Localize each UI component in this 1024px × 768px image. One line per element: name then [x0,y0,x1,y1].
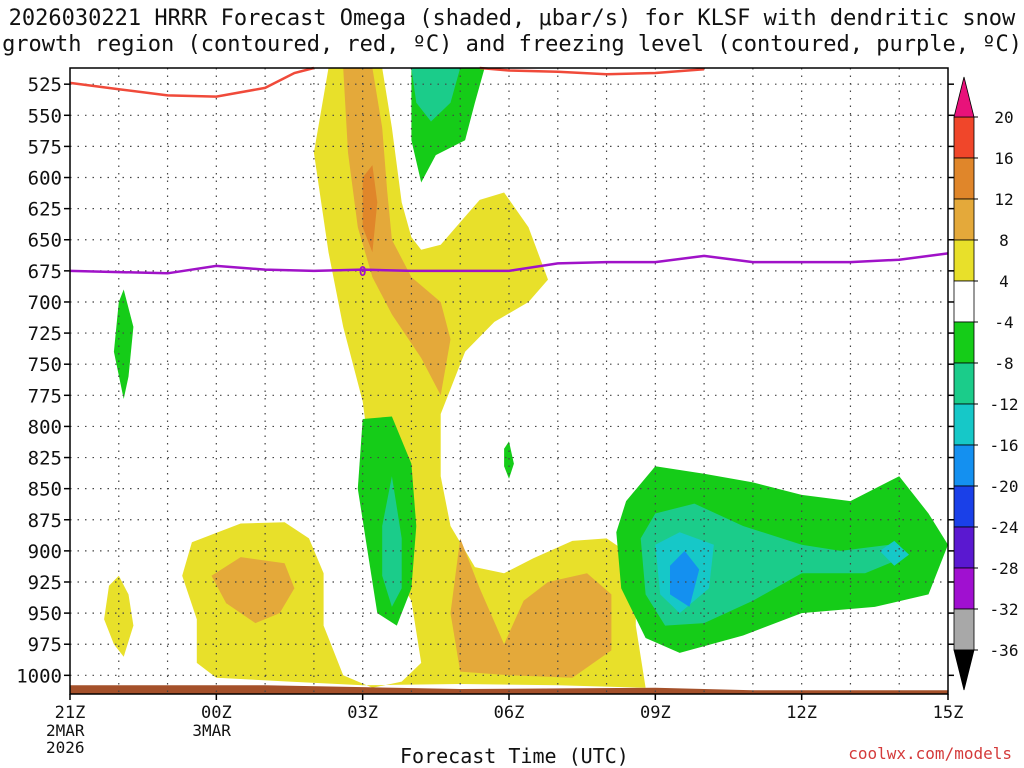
y-tick-label: 750 [28,354,62,376]
colorbar-bottom-arrow [953,649,975,691]
y-tick-label: 950 [28,603,62,625]
colorbar-swatch [953,239,975,282]
colorbar-swatch [953,567,975,610]
omega-region-teal-top [411,68,461,122]
contours: 0 [69,66,949,280]
y-tick-label: 575 [28,136,62,158]
ground-strip [70,685,948,694]
y-tick-label: 925 [28,572,62,594]
colorbar-label: -24 [990,518,1019,537]
chart-title-line1: 2026030221 HRRR Forecast Omega (shaded, … [8,6,1016,31]
axes: 525 550 575 600 625 650 675 700 725 750 775 800 825 8… [16,67,964,757]
colorbar-label: -20 [990,477,1019,496]
colorbar-swatch [953,362,975,405]
freezing-level-label: 0 [359,265,367,280]
colorbar-label: 12 [994,190,1013,209]
colorbar-swatch [953,280,975,323]
y-tick-label: 650 [28,230,62,252]
x-tick-label: 21Z [55,703,86,723]
y-tick-label: 825 [28,448,62,470]
y-tick-label: 850 [28,479,62,501]
colorbar-swatch [953,198,975,241]
omega-region-cyan-right [879,540,909,566]
x-tick-label: 12Z [786,703,817,723]
omega-region-yellow-main [182,68,646,688]
x-axis-label: Forecast Time (UTC) [400,744,629,768]
colorbar-top-arrow [953,76,975,118]
y-tick-label: 625 [28,199,62,221]
y-tick-label: 675 [28,261,62,283]
colorbar-label: -28 [990,559,1019,578]
colorbar-label: -12 [990,395,1019,414]
x-tick-label: 09Z [640,703,671,723]
omega-region-blue-core [670,550,700,607]
y-tick-label: 775 [28,385,62,407]
colorbar-label: -4 [994,313,1013,332]
x-tick-sublabel: 2MAR [46,721,85,740]
omega-region-teal-right [640,503,905,626]
x-tick-label: 06Z [494,703,525,723]
y-tick-label: 725 [28,323,62,345]
credit-text: coolwx.com/models [848,744,1012,763]
colorbar-label: -36 [990,641,1019,660]
dgz-contour-right [479,66,705,76]
dgz-contour-left [69,66,315,98]
colorbar-label: 8 [999,231,1009,250]
colorbar-label: 20 [994,108,1013,127]
colorbar-swatch [953,444,975,487]
colorbar-swatch [953,526,975,569]
y-tick-label: 600 [28,168,62,190]
y-tick-label: 900 [28,541,62,563]
x-tick-label: 15Z [933,703,964,723]
x-tick-sublabel: 2026 [46,738,85,757]
colorbar-swatch [953,403,975,446]
colorbar-label: -32 [990,600,1019,619]
colorbar-label: -16 [990,436,1019,455]
omega-region-green-small [504,441,514,479]
y-tick-label: 1000 [16,665,62,687]
colorbar-swatch [953,485,975,528]
x-tick-label: 03Z [347,703,378,723]
colorbar-label: -8 [994,354,1013,373]
omega-region-green-left [113,289,134,399]
y-tick-label: 550 [28,105,62,127]
colorbar-swatch [953,321,975,364]
colorbar: 20 16 12 8 4 -4 -8 -12 -16 -20 -24 -28 -32 -36 [953,76,1019,691]
omega-region-teal-mid [382,476,402,607]
y-tick-label: 525 [28,74,62,96]
freezing-level-contour [69,252,949,275]
colorbar-swatch [953,157,975,200]
colorbar-label: 4 [999,272,1009,291]
y-tick-label: 800 [28,416,62,438]
chart-title-line2: growth region (contoured, red, ºC) and f… [2,32,1022,57]
omega-region-orange-lower [450,538,612,678]
x-tick-label: 00Z [201,703,232,723]
x-tick-sublabel: 3MAR [192,721,231,740]
omega-region-orange-upper [343,68,451,396]
colorbar-label: 16 [994,149,1013,168]
colorbar-swatch [953,608,975,651]
y-tick-label: 975 [28,634,62,656]
y-tick-label: 700 [28,292,62,314]
omega-region-orange-left [211,557,295,624]
colorbar-swatch [953,116,975,159]
omega-shading [70,68,948,694]
y-tick-label: 875 [28,510,62,532]
